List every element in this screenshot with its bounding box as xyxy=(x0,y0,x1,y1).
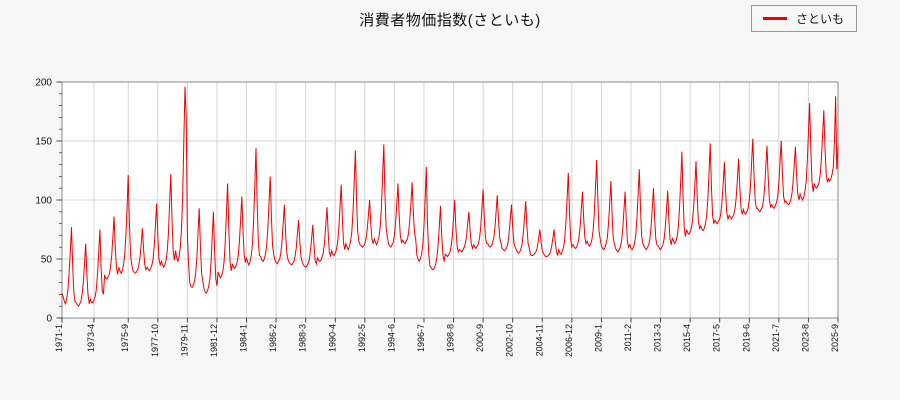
x-tick-label: 1981-12 xyxy=(209,324,219,357)
x-tick-label: 2017-5 xyxy=(712,324,722,352)
x-tick-label: 2011-2 xyxy=(623,324,633,351)
y-tick-label: 0 xyxy=(46,314,52,325)
x-tick-label: 1973-4 xyxy=(86,324,96,352)
x-tick-label: 1977-10 xyxy=(150,324,160,357)
x-tick-label: 1975-9 xyxy=(120,324,130,352)
x-tick-label: 1979-11 xyxy=(179,324,189,356)
x-tick-label: 2004-11 xyxy=(534,324,544,356)
x-tick-label: 2019-6 xyxy=(741,324,751,352)
x-tick-label: 2002-10 xyxy=(505,324,515,357)
grid-lines xyxy=(62,82,839,318)
x-tick-label: 1986-2 xyxy=(268,324,278,352)
x-tick-label: 2013-3 xyxy=(653,324,663,352)
y-tick-label: 150 xyxy=(35,137,52,148)
legend-line-swatch-icon xyxy=(762,17,787,20)
x-tick-label: 1984-1 xyxy=(239,324,249,352)
y-tick-label: 200 xyxy=(35,78,52,89)
x-tick-label: 2009-1 xyxy=(593,324,603,352)
x-tick-label: 1988-3 xyxy=(298,324,308,352)
x-tick-label: 2000-9 xyxy=(475,324,485,352)
y-tick-label: 100 xyxy=(35,196,52,207)
legend-series-label: さといも xyxy=(795,12,844,26)
x-tick-label: 1998-8 xyxy=(446,324,456,352)
x-tick-label: 1971-1 xyxy=(54,324,64,352)
x-tick-label: 2023-8 xyxy=(800,324,810,352)
x-tick-label: 1990-4 xyxy=(327,324,337,352)
x-tick-label: 2025-9 xyxy=(830,324,840,352)
chart-legend[interactable]: さといも xyxy=(750,5,857,32)
x-tick-label: 1994-6 xyxy=(386,324,396,352)
series-line-satoimo xyxy=(61,86,839,308)
x-tick-label: 1992-5 xyxy=(357,324,367,352)
chart-title: 消費者物価指数(さといも) xyxy=(359,12,541,29)
x-axis: 1971-1 1973-4 1975-9 1977-10 1979-11 1981-12 1… xyxy=(54,318,840,357)
x-tick-label: 2015-4 xyxy=(682,324,692,352)
x-tick-label: 2021-7 xyxy=(771,324,781,352)
y-axis: 0 50 100 150 200 xyxy=(35,78,62,325)
x-tick-label: 1996-7 xyxy=(416,324,426,352)
x-tick-label: 2006-12 xyxy=(564,324,574,357)
y-tick-label: 50 xyxy=(41,255,53,266)
